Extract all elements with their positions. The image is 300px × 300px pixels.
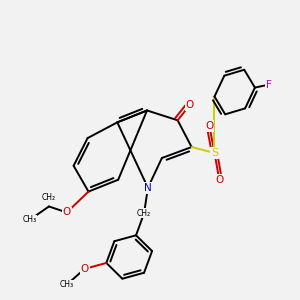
Text: S: S <box>211 148 218 158</box>
Text: N: N <box>144 183 152 193</box>
Text: CH₂: CH₂ <box>42 193 56 202</box>
Text: O: O <box>185 100 194 110</box>
Text: O: O <box>80 264 89 274</box>
Text: F: F <box>266 80 272 90</box>
Text: CH₃: CH₃ <box>22 215 37 224</box>
Text: CH₂: CH₂ <box>137 209 151 218</box>
Text: CH₃: CH₃ <box>60 280 74 289</box>
Text: O: O <box>215 175 224 185</box>
Text: O: O <box>63 207 71 218</box>
Text: O: O <box>205 121 214 131</box>
